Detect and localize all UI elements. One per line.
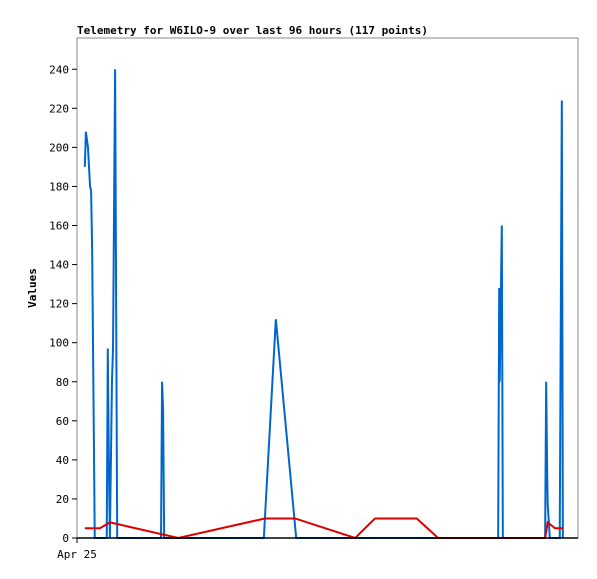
y-tick-label: 180 <box>49 180 69 193</box>
y-tick-label: 160 <box>49 220 69 233</box>
y-axis-label: Values <box>26 268 39 308</box>
y-tick-label: 240 <box>49 63 69 76</box>
y-tick-label: 100 <box>49 337 69 350</box>
y-tick-label: 120 <box>49 298 69 311</box>
line-series <box>84 517 563 540</box>
y-tick-label: 40 <box>56 454 69 467</box>
x-tick-label: Apr 25 <box>57 548 97 561</box>
y-tick-label: 0 <box>62 532 69 545</box>
y-tick-label: 220 <box>49 102 69 115</box>
y-tick-label: 140 <box>49 259 69 272</box>
y-tick-label: 80 <box>56 376 69 389</box>
y-tick-label: 20 <box>56 493 69 506</box>
line-series <box>83 69 564 539</box>
y-tick-label: 60 <box>56 415 69 428</box>
plot-area <box>76 37 579 539</box>
chart-title: Telemetry for W6ILO-9 over last 96 hours… <box>77 24 428 37</box>
y-tick-label: 200 <box>49 141 69 154</box>
